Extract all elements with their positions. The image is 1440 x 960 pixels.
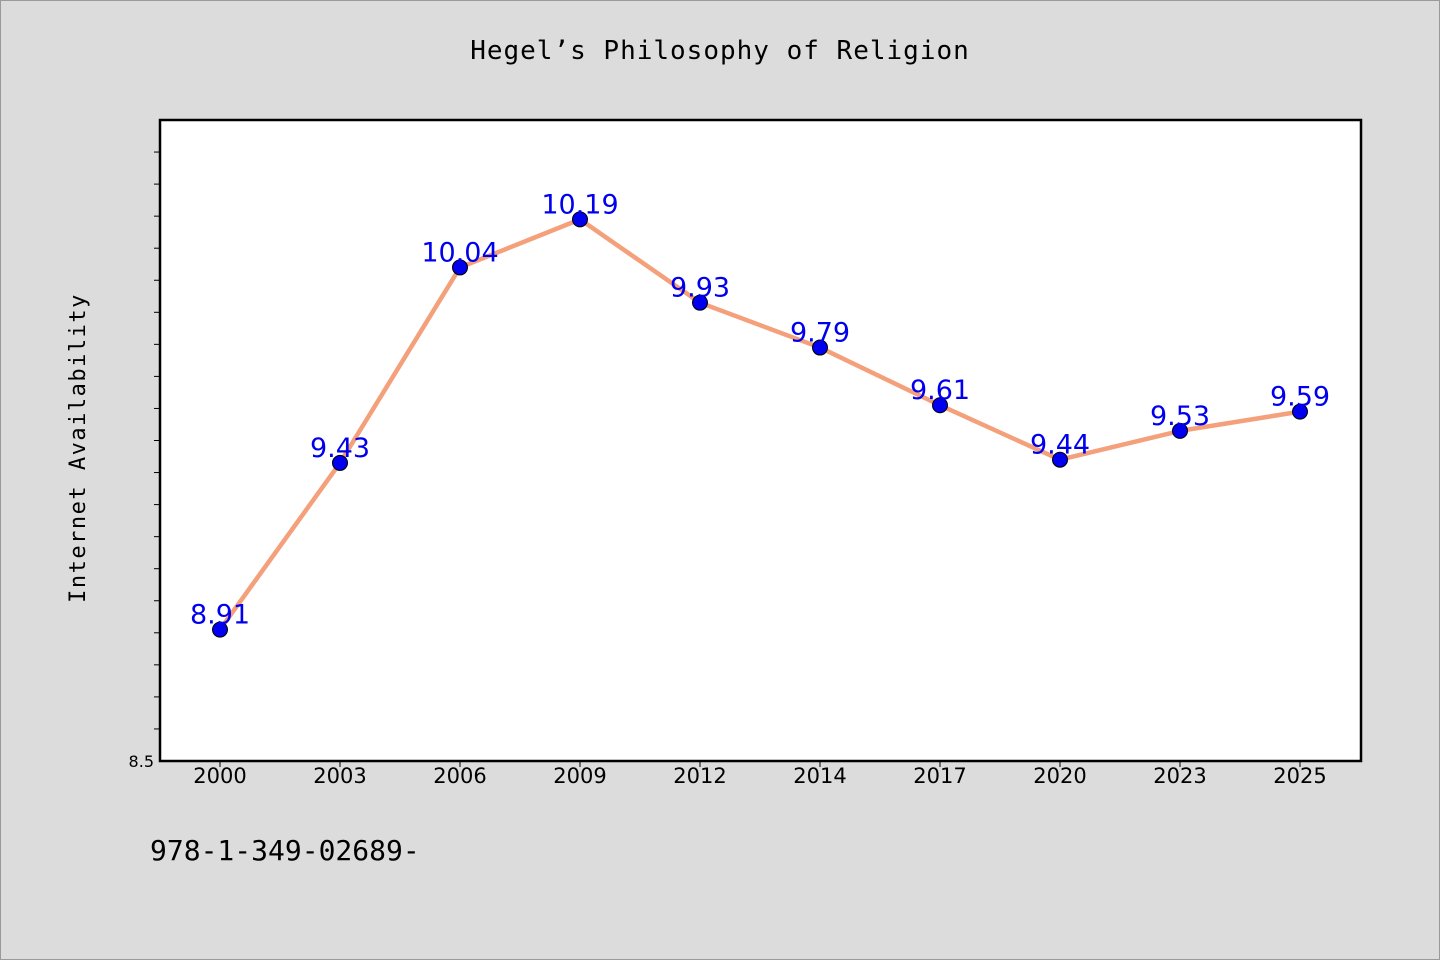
data-point [332, 454, 348, 471]
x-tick-label: 2023 [1153, 764, 1206, 788]
data-labels: 8.91 9.43 10.04 10.19 9.93 9.79 9.61 9.44 9.53 9.… [190, 189, 1330, 630]
data-point [932, 397, 948, 414]
data-label: 9.43 [310, 433, 370, 464]
data-point [452, 259, 468, 276]
data-label: 9.93 [670, 273, 730, 304]
x-tick-label: 2017 [913, 764, 966, 788]
x-tick-label: 2009 [553, 764, 606, 788]
x-tick-label: 2025 [1273, 764, 1326, 788]
data-point [212, 621, 228, 638]
data-point [692, 294, 708, 311]
data-label: 9.53 [1150, 401, 1210, 432]
data-label: 9.79 [790, 318, 850, 349]
footer-code: 978-1-349-02689- [150, 834, 420, 867]
data-label: 10.19 [541, 189, 618, 220]
series-layer [212, 211, 1308, 638]
x-tick-label: 2020 [1033, 764, 1086, 788]
data-point [1052, 451, 1068, 468]
x-axis-ticks: 2000 2003 2006 2009 2012 2014 2017 2020 2023 2025 [193, 761, 1327, 788]
data-label: 9.44 [1030, 430, 1090, 461]
plot-area [158, 118, 1363, 763]
y-tick-label: 8.5 [129, 752, 154, 771]
data-point [1172, 422, 1188, 439]
data-point [1292, 403, 1308, 420]
y-axis-label: Internet Availability [66, 293, 91, 603]
data-point [812, 339, 828, 356]
x-tick-label: 2014 [793, 764, 846, 788]
y-axis-ticks: 8.5 [129, 151, 160, 771]
x-tick-label: 2003 [313, 764, 366, 788]
data-label: 8.91 [190, 600, 250, 631]
x-tick-label: 2000 [193, 764, 246, 788]
chart-title: Hegel’s Philosophy of Religion [470, 36, 970, 66]
data-label: 9.59 [1270, 382, 1330, 413]
data-label: 10.04 [421, 237, 498, 268]
x-tick-label: 2012 [673, 764, 726, 788]
data-point [572, 211, 588, 228]
x-tick-label: 2006 [433, 764, 486, 788]
data-label: 9.61 [910, 375, 970, 406]
series-line [217, 217, 1303, 632]
